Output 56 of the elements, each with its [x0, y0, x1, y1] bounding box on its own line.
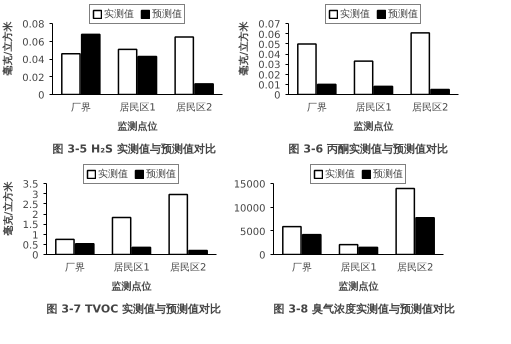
y-tick-label: 0: [32, 250, 39, 262]
y-tick-label: 0: [259, 250, 266, 262]
y-tick-label: 0.07: [258, 20, 280, 31]
y-tick-label: 0.05: [258, 40, 280, 51]
x-tick-label: 居民区1: [355, 102, 392, 114]
y-tick-label: 0.02: [258, 70, 280, 82]
x-tick-label: 居民区2: [170, 262, 206, 274]
legend-label: 实测值: [340, 8, 370, 21]
x-tick-label: 居民区2: [176, 102, 212, 114]
legend-label: 预测值: [146, 168, 176, 181]
y-tick-label: 0.06: [258, 30, 280, 41]
legend-label: 预测值: [152, 8, 182, 21]
text: 图 3-6 丙酮实测值与预测值对比: [288, 142, 448, 156]
x-tick-label: 厂界: [70, 102, 91, 114]
x-axis-title: 监测点位: [338, 280, 378, 292]
y-tick-label: 10000: [234, 203, 266, 214]
text: 图 3-5 H₂S 实测值与预测值对比: [52, 142, 216, 156]
y-tick-label: 0.06: [22, 37, 44, 48]
y-tick-label: 5000: [240, 226, 266, 238]
y-tick-label: 0.04: [258, 50, 280, 62]
x-axis-title: 监测点位: [354, 120, 394, 132]
y-tick-label: 0: [274, 90, 281, 102]
y-tick-label: 0.01: [258, 80, 280, 92]
y-tick-label: 3.5: [22, 180, 39, 191]
legend-label: 预测值: [373, 168, 403, 181]
legend-label: 实测值: [325, 168, 355, 181]
x-tick-label: 居民区2: [412, 102, 448, 114]
legend-label: 实测值: [104, 8, 134, 21]
y-axis-title: 毫克/立方米: [2, 180, 15, 236]
x-tick-label: 居民区1: [340, 262, 377, 274]
y-tick-label: 2.5: [22, 200, 39, 211]
x-tick-label: 居民区1: [113, 262, 150, 274]
x-tick-label: 居民区2: [396, 262, 434, 274]
y-tick-label: 0.03: [258, 60, 280, 72]
x-tick-label: 厂界: [292, 262, 312, 274]
legend-label: 预测值: [388, 8, 418, 21]
y-tick-label: 0.08: [22, 20, 44, 31]
x-axis-title: 监测点位: [118, 120, 158, 132]
y-tick-label: 2: [32, 210, 39, 222]
y-axis-title: 毫克/立方米: [238, 20, 250, 76]
y-tick-label: 0.5: [22, 240, 39, 252]
x-tick-label: 居民区1: [119, 102, 156, 114]
legend-label: 实测值: [98, 168, 128, 181]
x-tick-label: 厂界: [64, 262, 85, 274]
text: 图 3-8 臭气浓度实测值与预测值对比: [274, 302, 456, 316]
y-tick-label: 0.04: [22, 55, 44, 66]
y-axis-title: 毫克/立方米: [2, 20, 14, 76]
x-axis-title: 监测点位: [112, 280, 152, 292]
y-tick-label: 0.02: [22, 72, 44, 84]
x-tick-label: 厂界: [306, 102, 327, 114]
text: 图 3-7 TVOC 实测值与预测值对比: [46, 302, 222, 316]
y-tick-label: 1: [32, 230, 39, 242]
y-tick-label: 1.5: [22, 220, 39, 232]
y-tick-label: 0: [38, 90, 45, 102]
y-tick-label: 3: [32, 190, 39, 201]
y-tick-label: 15000: [234, 180, 266, 191]
